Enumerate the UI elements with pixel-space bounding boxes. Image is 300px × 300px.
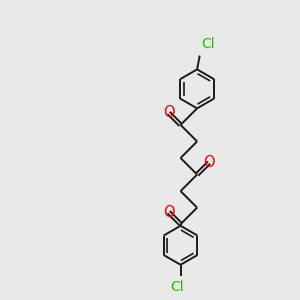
Text: Cl: Cl <box>170 280 184 294</box>
Text: Cl: Cl <box>201 37 214 50</box>
Text: O: O <box>163 106 174 121</box>
Text: O: O <box>163 205 174 220</box>
Text: O: O <box>203 155 215 170</box>
